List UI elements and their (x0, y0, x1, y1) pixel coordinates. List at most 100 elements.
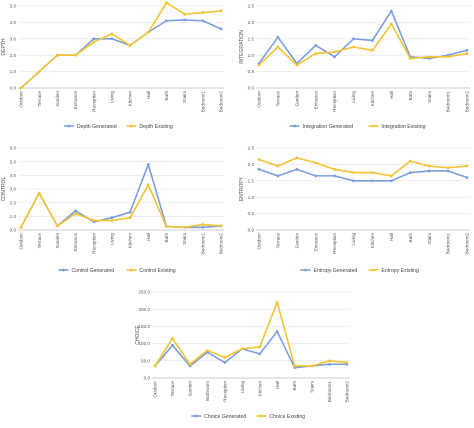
data-point (110, 32, 114, 36)
x-tick-label: Hall (389, 91, 394, 99)
x-tick-label: Living (240, 381, 245, 393)
data-point (110, 216, 114, 220)
data-point (371, 39, 374, 42)
y-tick-label: 2.5 (248, 146, 255, 151)
data-point (74, 209, 77, 213)
y-tick-label: 5.0 (10, 159, 17, 164)
y-axis-label: CHOICE (135, 325, 141, 345)
series-line-existing (154, 301, 348, 367)
data-point (446, 166, 450, 170)
y-tick-label: 100.0 (139, 341, 151, 346)
x-tick-label: Terrace (276, 233, 281, 249)
data-point (465, 52, 469, 55)
x-tick-label: Reception (91, 233, 96, 254)
chart-panel-1: 0.0 1.0 2.0 3.0 4.0 5.0 DEPTH Outdoor Terrace Gar… (1, 1, 224, 130)
data-point (258, 345, 262, 349)
data-point (465, 48, 469, 52)
data-point (276, 45, 280, 49)
data-point (201, 225, 205, 229)
data-point (295, 63, 299, 67)
data-point (128, 216, 132, 220)
series-line-existing (258, 157, 468, 177)
data-point (55, 224, 59, 228)
x-tick-label: Kitchen (370, 233, 375, 249)
data-point (276, 164, 280, 168)
y-tick-label: 150.0 (139, 324, 151, 329)
data-point (201, 223, 205, 226)
x-tick-label: Bedroom2 (465, 91, 470, 113)
y-tick-label: 3.0 (10, 36, 17, 41)
data-point (188, 362, 192, 366)
data-point (153, 364, 157, 368)
x-tick-label: Outdoor (153, 381, 158, 398)
data-point (55, 53, 59, 57)
data-point (427, 55, 431, 59)
data-point (92, 37, 96, 41)
data-point (240, 347, 244, 351)
data-point (371, 48, 374, 52)
x-tick-label: Garden (55, 233, 60, 249)
y-tick-label: 0.0 (248, 86, 255, 91)
data-point (37, 191, 41, 195)
legend-marker (129, 268, 133, 272)
y-tick-label: 0.5 (248, 211, 255, 216)
y-tick-label: 2.0 (248, 162, 255, 167)
y-tick-label: 0.0 (10, 86, 17, 91)
data-point (352, 179, 355, 183)
x-tick-label: Living (110, 233, 115, 245)
x-tick-label: Hall (146, 233, 151, 241)
x-tick-label: Bathroom (205, 381, 210, 401)
y-tick-label: 2.0 (248, 20, 255, 25)
x-tick-label: Terrace (37, 91, 42, 107)
data-point (257, 158, 261, 161)
series-line-existing (20, 1, 222, 89)
data-point (408, 159, 412, 163)
data-point (389, 179, 393, 183)
y-axis-label: CONTROL (1, 177, 7, 202)
data-point (465, 176, 469, 179)
data-point (171, 343, 174, 347)
data-point (345, 361, 349, 364)
legend-marker (129, 124, 133, 128)
x-tick-label: Kitchen (128, 91, 133, 107)
data-point (223, 361, 227, 364)
data-point (389, 174, 393, 178)
data-point (446, 169, 450, 173)
series-line-generated (20, 163, 222, 229)
x-tick-label: Bath (292, 381, 297, 391)
y-axis-label: DEPTH (1, 38, 7, 55)
x-tick-label: Terrace (276, 91, 281, 107)
data-point (205, 349, 209, 352)
data-point (146, 163, 150, 166)
y-tick-label: 50.0 (141, 358, 150, 363)
data-point (295, 167, 299, 171)
chart-panel-3: 0.0 1.0 2.0 3.0 4.0 5.0 6.0 CONTROL Outdoor Terra… (1, 146, 224, 274)
data-point (275, 330, 279, 333)
data-point (183, 18, 187, 22)
data-point (257, 63, 261, 67)
y-tick-label: 1.0 (10, 214, 17, 219)
data-point (352, 37, 355, 41)
data-point (219, 27, 223, 31)
series-line-generated (154, 330, 347, 369)
y-tick-label: 2.0 (10, 200, 17, 205)
x-tick-label: Bedroom1 (446, 233, 451, 255)
legend-marker (293, 124, 297, 128)
data-point (74, 53, 77, 57)
y-tick-label: 1.5 (248, 36, 255, 41)
x-tick-label: Terrace (170, 381, 175, 397)
data-point (352, 45, 355, 49)
data-point (219, 9, 223, 13)
x-tick-label: Entrance (73, 91, 78, 110)
y-tick-label: 5.0 (10, 4, 17, 9)
x-tick-label: Bedroom2 (219, 91, 224, 113)
data-point (201, 11, 205, 14)
chart-panel-2: 0.0 0.5 1.0 1.5 2.0 2.5 INTEGRATION Outdoor Terr… (239, 4, 470, 130)
x-tick-label: Outdoor (19, 91, 24, 108)
data-point (165, 225, 168, 228)
x-tick-label: Bedroom2 (219, 233, 224, 255)
data-point (219, 224, 223, 228)
legend-label: Depth Generated (77, 124, 117, 130)
data-point (465, 164, 469, 168)
legend-marker (304, 268, 307, 272)
